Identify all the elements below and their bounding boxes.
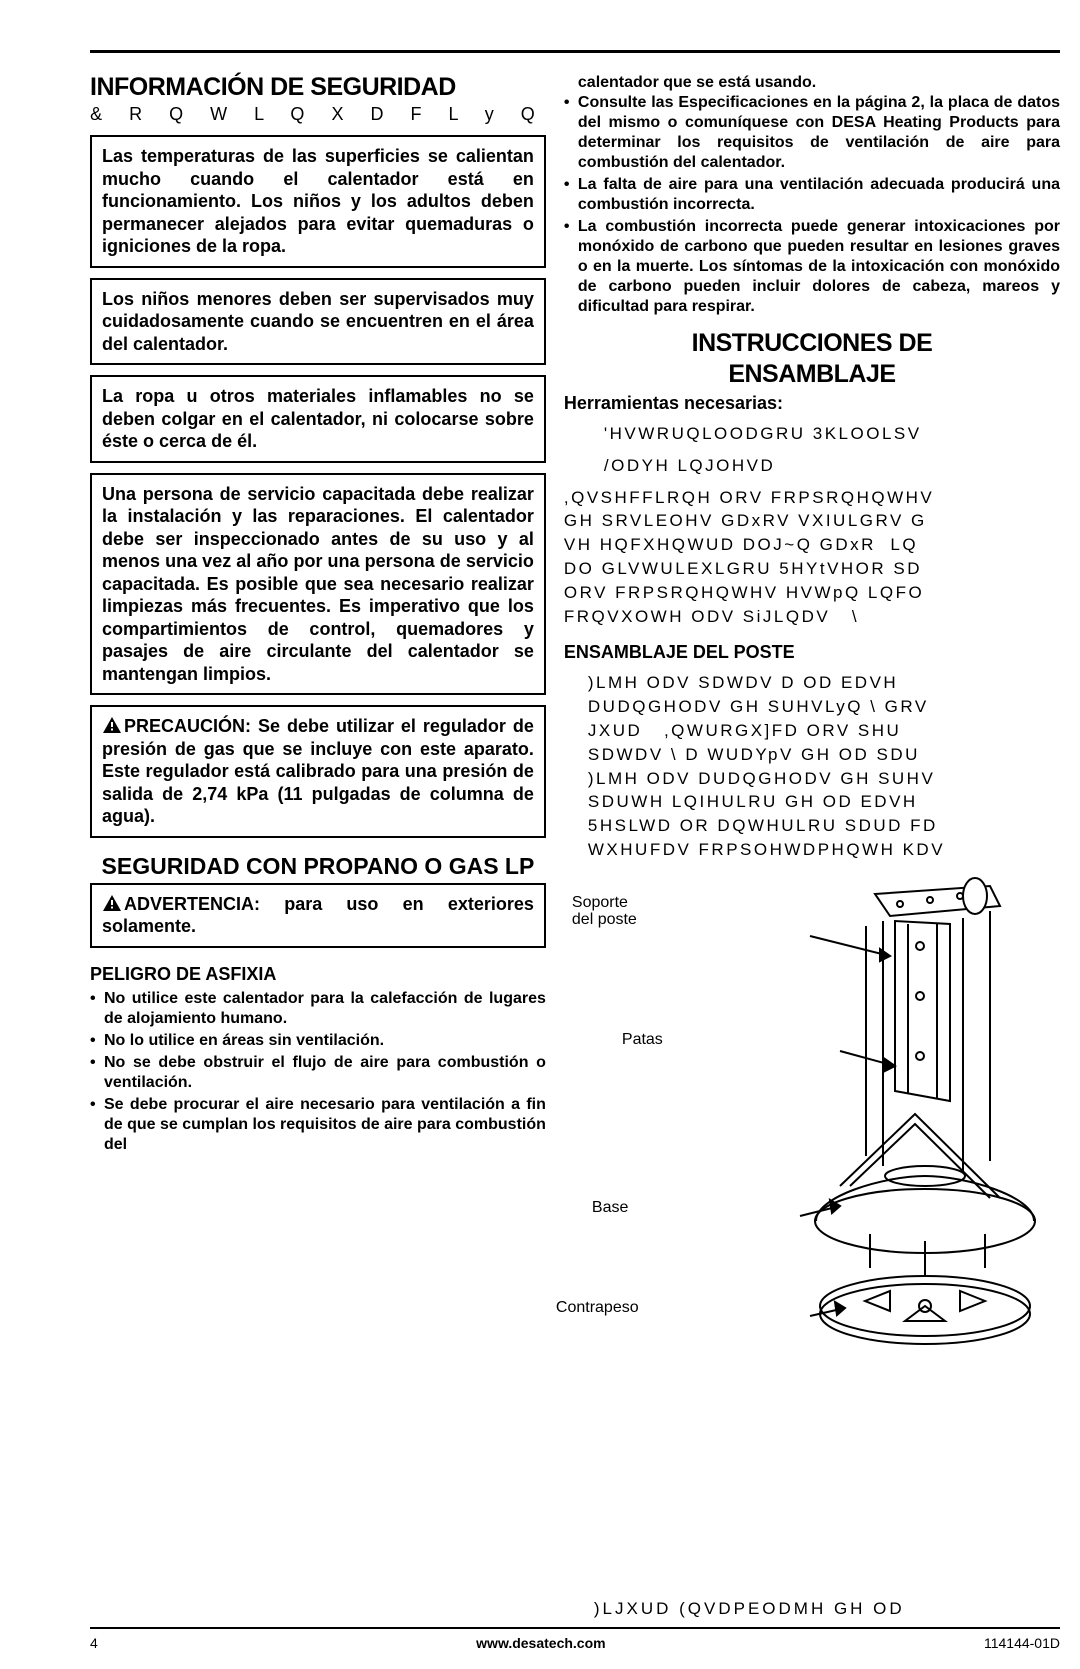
list-item: No lo utilice en áreas sin ventilación. bbox=[104, 1031, 546, 1051]
label-base: Base bbox=[592, 1199, 628, 1217]
list-item: No utilice este calentador para la calef… bbox=[104, 989, 546, 1029]
footer-url: www.desatech.com bbox=[476, 1635, 605, 1651]
cont-list: Consulte las Especificaciones en la pági… bbox=[564, 93, 1060, 319]
assembly-heading-2: ENSAMBLAJE bbox=[564, 360, 1060, 389]
tool-line-1: 'HVWRUQLOODGRU 3KLOOLSV bbox=[564, 422, 1060, 446]
tools-needed-label: Herramientas necesarias: bbox=[564, 393, 1060, 414]
document-number: 114144-01D bbox=[984, 1635, 1060, 1651]
safety-box-3: La ropa u otros materiales inflamables n… bbox=[90, 375, 546, 463]
safety-info-heading: INFORMACIÓN DE SEGURIDAD bbox=[90, 73, 546, 102]
list-item: La combustión incorrecta puede generar i… bbox=[578, 217, 1060, 317]
page-footer: 4 www.desatech.com 114144-01D bbox=[90, 1635, 1060, 1651]
post-assembly-subheading: ENSAMBLAJE DEL POSTE bbox=[564, 642, 1060, 663]
label-soporte: Soporte del poste bbox=[572, 894, 637, 929]
page-number: 4 bbox=[90, 1635, 98, 1651]
outdoor-warning-text: ADVERTENCIA: para uso en exteriores sola… bbox=[102, 894, 534, 937]
right-column: calentador que se está usando. Consulte … bbox=[564, 73, 1060, 1627]
safety-box-1: Las temperaturas de las superficies se c… bbox=[90, 135, 546, 268]
warning-icon bbox=[102, 716, 122, 734]
tool-line-2: /ODYH LQJOHVD bbox=[564, 454, 1060, 478]
continuation-subhead: & R Q W L Q X D F L y Q bbox=[90, 104, 546, 125]
list-item: Se debe procurar el aire necesario para … bbox=[104, 1095, 546, 1155]
label-contrapeso: Contrapeso bbox=[556, 1299, 639, 1317]
lp-gas-heading: SEGURIDAD CON PROPANO O GAS LP bbox=[90, 854, 546, 879]
list-item: Consulte las Especificaciones en la pági… bbox=[578, 93, 1060, 173]
label-patas: Patas bbox=[622, 1031, 663, 1049]
safety-box-4: Una persona de servicio capacitada debe … bbox=[90, 473, 546, 696]
figure-caption: )LJXUD (QVDPEODMH GH OD bbox=[594, 1599, 1060, 1619]
assembly-diagram: Soporte del poste Patas Base Contrapeso … bbox=[564, 876, 1060, 1627]
list-item: La falta de aire para una ventilación ad… bbox=[578, 175, 1060, 215]
warning-icon bbox=[102, 894, 122, 912]
safety-box-5-caution: PRECAUCIÓN: Se debe utilizar el regulado… bbox=[90, 705, 546, 838]
asphyxia-list: No utilice este calentador para la calef… bbox=[90, 989, 546, 1157]
outdoor-warning-box: ADVERTENCIA: para uso en exteriores sola… bbox=[90, 883, 546, 948]
page-frame: INFORMACIÓN DE SEGURIDAD & R Q W L Q X D… bbox=[90, 50, 1060, 1629]
caution-text: PRECAUCIÓN: Se debe utilizar el regulado… bbox=[102, 716, 534, 826]
cont-first-line: calentador que se está usando. bbox=[564, 73, 1060, 93]
asphyxia-danger-title: PELIGRO DE ASFIXIA bbox=[90, 964, 546, 985]
diagram-svg bbox=[690, 876, 1070, 1356]
list-item: No se debe obstruir el flujo de aire par… bbox=[104, 1053, 546, 1093]
safety-box-2: Los niños menores deben ser supervisados… bbox=[90, 278, 546, 366]
inspection-paragraph: ,QVSHFFLRQH ORV FRPSRQHQWHV GH SRVLEOHV … bbox=[564, 486, 1060, 629]
left-column: INFORMACIÓN DE SEGURIDAD & R Q W L Q X D… bbox=[90, 73, 546, 1627]
post-assembly-steps: )LMH ODV SDWDV D OD EDVH DUDQGHODV GH SU… bbox=[564, 671, 1060, 861]
assembly-heading-1: INSTRUCCIONES DE bbox=[564, 329, 1060, 358]
